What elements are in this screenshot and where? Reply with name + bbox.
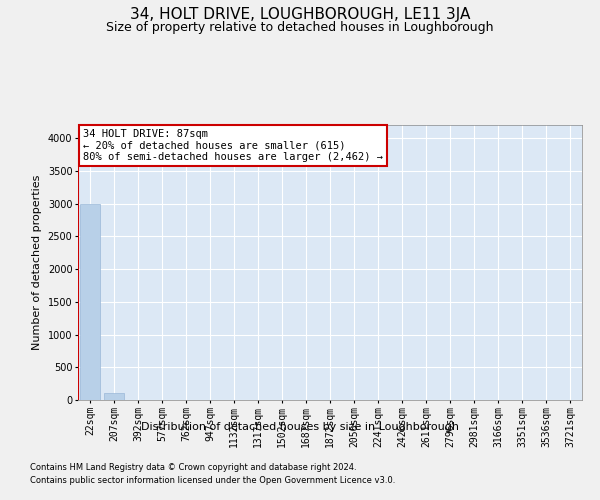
Text: 34, HOLT DRIVE, LOUGHBOROUGH, LE11 3JA: 34, HOLT DRIVE, LOUGHBOROUGH, LE11 3JA (130, 8, 470, 22)
Text: Size of property relative to detached houses in Loughborough: Size of property relative to detached ho… (106, 21, 494, 34)
Text: Distribution of detached houses by size in Loughborough: Distribution of detached houses by size … (141, 422, 459, 432)
Y-axis label: Number of detached properties: Number of detached properties (32, 175, 42, 350)
Bar (104, 394, 124, 400)
Text: 34 HOLT DRIVE: 87sqm
← 20% of detached houses are smaller (615)
80% of semi-deta: 34 HOLT DRIVE: 87sqm ← 20% of detached h… (83, 129, 383, 162)
Text: Contains public sector information licensed under the Open Government Licence v3: Contains public sector information licen… (30, 476, 395, 485)
Text: Contains HM Land Registry data © Crown copyright and database right 2024.: Contains HM Land Registry data © Crown c… (30, 464, 356, 472)
Bar (80, 204, 100, 400)
